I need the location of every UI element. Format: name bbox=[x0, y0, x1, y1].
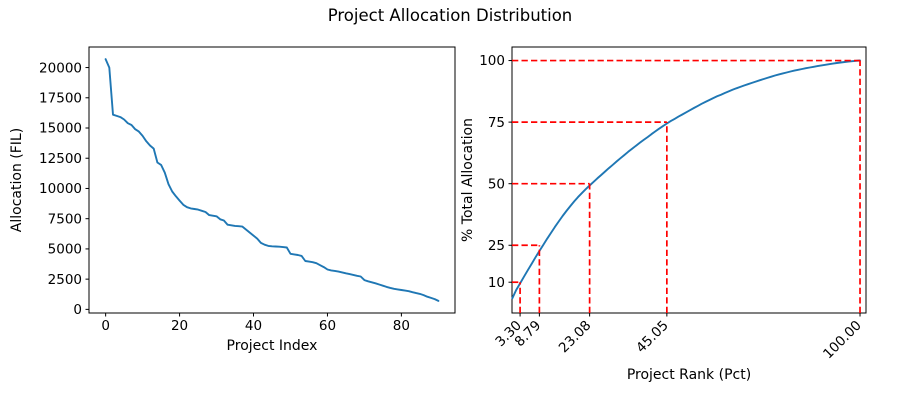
y-tick-label: 10 bbox=[488, 275, 505, 291]
x-tick-label-rotated: 23.08 bbox=[556, 318, 595, 357]
cumulative-curve bbox=[511, 59, 861, 300]
y-tick-label: 15000 bbox=[39, 121, 82, 137]
axes-spines bbox=[88, 46, 456, 314]
y-tick-label: 25 bbox=[488, 238, 505, 254]
y-tick-label: 10000 bbox=[39, 181, 82, 197]
figure-title: Project Allocation Distribution bbox=[327, 6, 573, 25]
y-tick-label: 7500 bbox=[48, 211, 82, 227]
y-tick-label: 12500 bbox=[39, 151, 82, 167]
x-tick-label: 20 bbox=[171, 318, 188, 334]
x-tick-label: 0 bbox=[101, 318, 110, 334]
y-tick-label: 17500 bbox=[39, 90, 82, 106]
right-y-axis-label: % Total Allocation bbox=[460, 118, 476, 242]
x-tick-label: 60 bbox=[319, 318, 336, 334]
y-tick-label: 75 bbox=[488, 115, 505, 131]
left-y-axis-label: Allocation (FIL) bbox=[9, 127, 25, 233]
x-tick-label-rotated: 100.00 bbox=[820, 318, 865, 363]
axes-spines bbox=[511, 46, 867, 314]
allocation-curve bbox=[104, 58, 440, 302]
y-tick-label: 2500 bbox=[48, 272, 82, 288]
right-x-axis-label: Project Rank (Pct) bbox=[626, 367, 752, 383]
x-tick-label: 80 bbox=[393, 318, 410, 334]
left-plot: 0 2500 5000 7500 10000 12500 15000 17500 20000 0 2… bbox=[39, 46, 456, 334]
x-tick-label-rotated: 45.05 bbox=[633, 318, 672, 357]
y-tick-label: 5000 bbox=[48, 242, 82, 258]
y-tick-label: 20000 bbox=[39, 60, 82, 76]
y-tick-label: 100 bbox=[479, 53, 505, 69]
x-tick-label: 40 bbox=[245, 318, 262, 334]
left-x-axis-label: Project Index bbox=[226, 338, 318, 354]
y-tick-label: 0 bbox=[73, 302, 82, 318]
y-tick-label: 50 bbox=[488, 176, 505, 192]
